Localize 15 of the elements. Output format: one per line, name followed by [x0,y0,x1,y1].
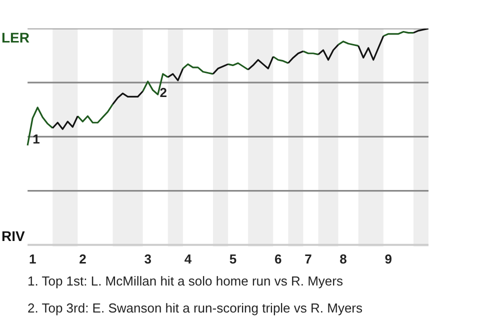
annotation: 1 [32,131,40,146]
x-tick-label: 6 [274,252,282,266]
x-tick-label: 2 [79,252,86,266]
annotation: LER [2,30,30,46]
x-tick-label: 5 [229,252,237,266]
annotation: 2 [160,84,167,100]
x-tick-label: 7 [304,252,312,266]
text: 1. Top 1st: L. McMillan hit a solo home run vs R. Myers [28,274,344,288]
x-tick-label: 1 [28,252,36,266]
x-tick-label: 8 [340,252,347,266]
x-tick-label: 4 [184,252,192,266]
text: RIV [2,228,26,244]
text: 2. Top 3rd: E. Swanson hit a run-scoring triple vs R. Myers [28,300,364,316]
x-tick-label: 3 [144,252,152,266]
x-tick-label: 9 [384,252,392,266]
